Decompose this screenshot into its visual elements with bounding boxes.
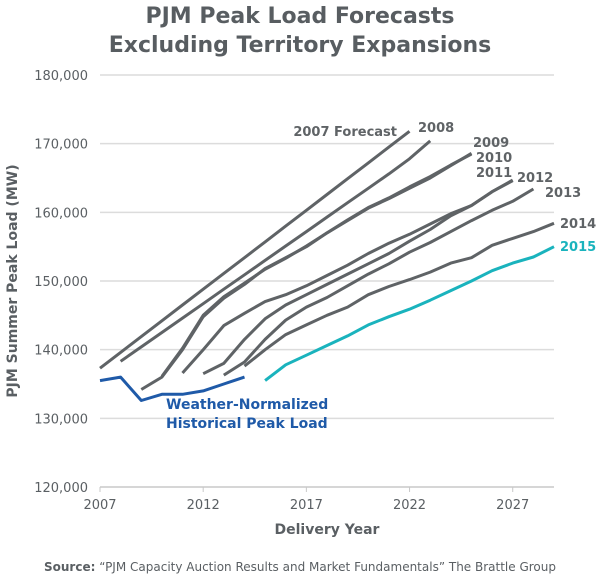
source-prefix: Source: (44, 560, 96, 574)
y-tick-label: 180,000 (34, 69, 88, 84)
series-label: 2011 (476, 166, 512, 181)
y-axis-title: PJM Summer Peak Load (MW) (5, 164, 21, 397)
x-axis-title: Delivery Year (275, 522, 380, 538)
x-tick-label: 2027 (496, 498, 529, 513)
series-line-2007-forecast (99, 130, 411, 370)
y-tick-label: 130,000 (34, 412, 88, 427)
y-tick-label: 150,000 (34, 275, 88, 290)
series-line-2013 (222, 187, 535, 377)
historical-series-label: Historical Peak Load (166, 416, 328, 432)
chart-title: PJM Peak Load Forecasts Excluding Territ… (0, 2, 600, 60)
historical-series-label: Weather-Normalized (166, 397, 328, 413)
chart-title-line-2: Excluding Territory Expansions (108, 33, 492, 58)
series-label: 2008 (418, 121, 454, 136)
series-label: 2007 Forecast (293, 125, 397, 140)
series-label: 2010 (476, 151, 512, 166)
source-text: “PJM Capacity Auction Results and Market… (95, 560, 556, 574)
x-tick-label: 2012 (187, 498, 220, 513)
series-line-2012 (202, 179, 514, 376)
series-line-2008 (119, 139, 432, 363)
series-label: 2014 (560, 217, 596, 232)
series-label: 2013 (545, 186, 581, 201)
series-line-2014 (243, 221, 555, 368)
series-label: 2012 (517, 171, 553, 186)
series-label: 2009 (473, 136, 509, 151)
y-tick-label: 160,000 (34, 206, 88, 221)
y-tick-label: 170,000 (34, 138, 88, 153)
y-tick-label: 140,000 (34, 344, 88, 359)
x-tick-label: 2022 (393, 498, 426, 513)
x-tick-label: 2017 (290, 498, 323, 513)
series-line-2015 (264, 245, 555, 382)
series-line-weather-normalized-historical-peak-load (99, 375, 245, 402)
x-tick-label: 2007 (83, 498, 116, 513)
y-tick-label: 120,000 (34, 481, 88, 496)
chart-title-line-1: PJM Peak Load Forecasts (145, 4, 455, 29)
series-line-2010 (160, 152, 473, 378)
series-label: 2015 (560, 240, 596, 255)
source-note: Source: “PJM Capacity Auction Results an… (0, 560, 600, 574)
